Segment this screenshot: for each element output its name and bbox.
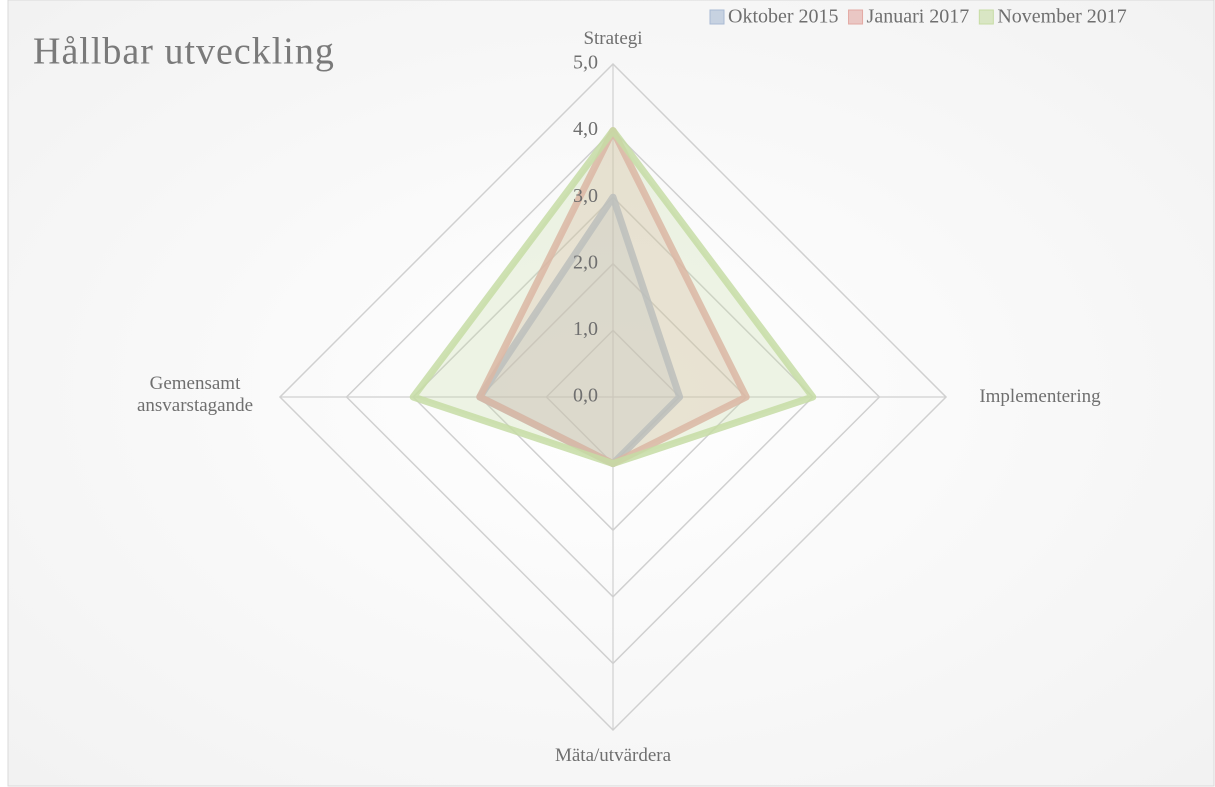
- axis-tick-label: 4,0: [573, 118, 598, 140]
- axis-tick-label: 3,0: [573, 185, 598, 207]
- category-label: Strategi: [583, 28, 643, 49]
- legend-swatch: [978, 9, 994, 25]
- category-label: Implementering: [979, 386, 1101, 407]
- category-label: Gemensamt ansvarstagande: [136, 373, 254, 416]
- axis-tick-label: 2,0: [573, 251, 598, 273]
- legend-swatch: [709, 9, 725, 25]
- legend-label: Januari 2017: [867, 6, 970, 28]
- axis-tick-label: 5,0: [573, 52, 598, 74]
- legend-label: Oktober 2015: [728, 6, 839, 28]
- category-label: Mäta/utvärdera: [554, 745, 672, 766]
- chart-title: Hållbar utveckling: [33, 31, 335, 73]
- axis-tick-label: 0,0: [573, 385, 598, 407]
- axis-tick-label: 1,0: [573, 318, 598, 340]
- series-area: [409, 127, 817, 468]
- legend-swatch: [848, 9, 864, 25]
- legend-label: November 2017: [997, 6, 1126, 28]
